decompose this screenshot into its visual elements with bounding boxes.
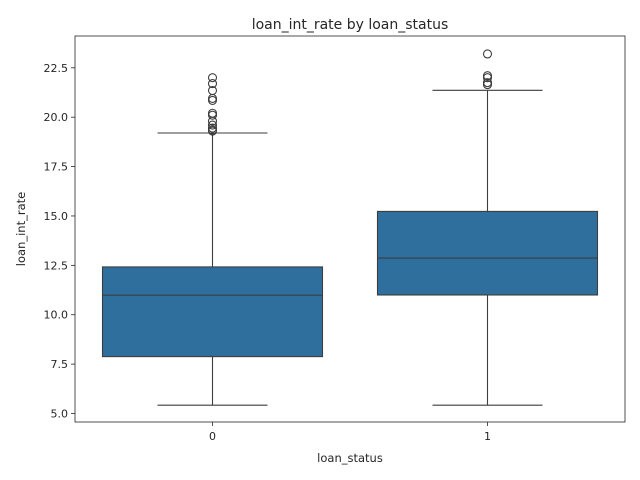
outlier-point: [207, 79, 218, 89]
plot-area: [74, 35, 626, 423]
y-tick-label: 20.0: [44, 111, 69, 124]
y-axis: 5.0 7.5 10.0 12.5 15.0 17.5 20.0 22.5: [44, 62, 75, 421]
outlier-point: [207, 120, 218, 130]
outlier-point: [207, 110, 218, 120]
outlier-point: [207, 108, 218, 118]
iqr-box: [101, 266, 324, 358]
plot-marks: [101, 49, 599, 406]
x-axis-label: loan_status: [317, 451, 383, 465]
box-group-1: [376, 49, 599, 406]
y-tick-label: 17.5: [44, 161, 69, 174]
y-tick-label: 12.5: [44, 259, 69, 272]
y-tick-label: 22.5: [44, 62, 69, 75]
outlier-point: [482, 78, 493, 88]
outlier-point: [207, 85, 218, 96]
box-group-0: [101, 73, 324, 406]
outlier-point: [207, 123, 218, 133]
outlier-point: [207, 95, 218, 105]
iqr-box: [376, 210, 599, 296]
chart-title: loan_int_rate by loan_status: [252, 17, 449, 33]
x-tick-label: 1: [484, 430, 491, 443]
y-tick-label: 7.5: [51, 358, 69, 371]
y-axis-label: loan_int_rate: [14, 192, 28, 266]
outlier-point: [207, 73, 218, 83]
y-tick-label: 5.0: [51, 408, 69, 421]
y-tick-label: 15.0: [44, 210, 69, 223]
outlier-point: [482, 71, 493, 81]
y-tick-label: 10.0: [44, 309, 69, 322]
x-tick-label: 0: [209, 430, 216, 443]
outlier-point: [482, 49, 493, 59]
outlier-point: [207, 93, 218, 103]
